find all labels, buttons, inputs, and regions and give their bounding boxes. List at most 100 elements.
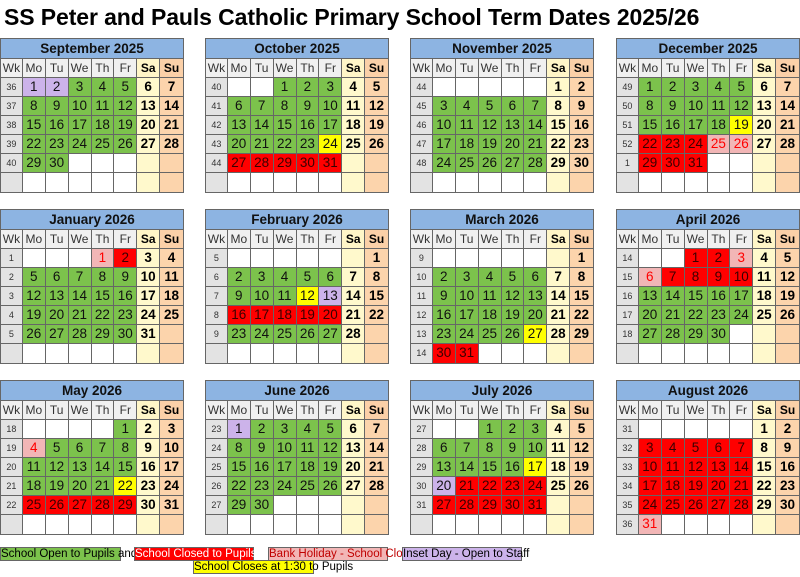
day-cell [137, 515, 161, 534]
week-number: 44 [206, 154, 228, 172]
day-cell: 26 [730, 135, 754, 153]
day-cell: 14 [91, 458, 115, 476]
day-cell: 1 [273, 78, 297, 96]
week-row: 48 24 25 26 27 28 29 30 [411, 154, 593, 173]
week-row: 31 1 2 [617, 420, 799, 439]
day-cell: 19 [45, 477, 69, 495]
week-row: 28 6 7 8 9 10 11 12 [411, 439, 593, 458]
week-number [1, 515, 23, 534]
day-cell [730, 154, 754, 172]
day-cell [662, 173, 685, 192]
day-cell: 16 [296, 116, 320, 134]
day-cell: 14 [68, 287, 92, 305]
week-number: 51 [617, 116, 639, 134]
day-cell [502, 515, 525, 534]
legend-bank-holiday: Bank Holiday - School Closed [268, 547, 422, 561]
day-cell: 17 [730, 287, 754, 305]
day-cell: 20 [707, 477, 731, 495]
day-cell: 12 [22, 287, 46, 305]
week-number: 31 [411, 496, 433, 514]
week-number: 32 [617, 439, 639, 457]
week-number-header: Wk [1, 59, 23, 77]
day-cell: 1 [22, 78, 46, 96]
day-cell: 22 [570, 306, 593, 324]
week-number: 49 [617, 78, 639, 96]
month-block: August 2026 Wk Mo Tu We Th Fr Sa Su 31 1 2 32 3 4 5 6 7 8 9… [616, 380, 800, 535]
week-number [206, 344, 228, 363]
day-cell: 2 [227, 268, 251, 286]
day-cell [433, 249, 456, 267]
day-cell [274, 515, 297, 534]
day-cell: 11 [753, 268, 777, 286]
day-cell: 3 [730, 249, 754, 267]
week-number: 45 [411, 97, 433, 115]
day-cell: 1 [478, 420, 502, 438]
weekday-header: Th [707, 59, 731, 77]
week-row: 1 29 30 31 [617, 154, 799, 173]
day-cell: 25 [478, 325, 502, 343]
weekday-header-row: Wk Mo Tu We Th Fr Sa Su [206, 230, 388, 249]
month-block: May 2026 Wk Mo Tu We Th Fr Sa Su 18 1 2 3 19 4 5 6 7 8 9 10 2… [0, 380, 184, 535]
day-cell [524, 249, 548, 267]
day-cell: 6 [137, 78, 161, 96]
day-cell: 7 [342, 268, 366, 286]
day-cell: 4 [160, 249, 183, 267]
week-row: 4 19 20 21 22 23 24 25 [1, 306, 183, 325]
day-cell: 27 [45, 325, 69, 343]
weekday-header: Tu [45, 230, 69, 248]
week-row: 49 1 2 3 4 5 6 7 [617, 78, 799, 97]
day-cell: 21 [524, 135, 548, 153]
day-cell: 2 [776, 420, 799, 438]
weekday-header: Fr [319, 59, 343, 77]
day-cell: 16 [227, 306, 251, 324]
day-cell [228, 515, 251, 534]
day-cell: 8 [273, 97, 297, 115]
day-cell: 28 [455, 496, 479, 514]
day-cell [662, 344, 685, 363]
day-cell: 18 [296, 458, 320, 476]
day-cell: 16 [250, 458, 274, 476]
week-number: 21 [1, 477, 23, 495]
day-cell: 23 [776, 477, 799, 495]
day-cell: 24 [250, 325, 274, 343]
weekday-header: Fr [319, 401, 343, 419]
day-cell [92, 420, 115, 438]
day-cell: 6 [707, 439, 731, 457]
weekday-header: Th [296, 59, 320, 77]
day-cell: 26 [501, 325, 525, 343]
weekday-header: Th [501, 230, 525, 248]
day-cell: 29 [638, 154, 662, 172]
day-cell: 21 [91, 477, 115, 495]
day-cell [160, 515, 183, 534]
week-number: 7 [206, 287, 228, 305]
legend-half-day: School Closes at 1:30 to Pupils [193, 560, 354, 574]
week-row: 34 17 18 19 20 21 22 23 [617, 477, 799, 496]
day-cell: 22 [273, 135, 297, 153]
weekday-header: Tu [455, 230, 479, 248]
day-cell: 23 [432, 325, 456, 343]
week-number: 14 [617, 249, 639, 267]
weekday-header: Fr [319, 230, 343, 248]
day-cell [433, 173, 456, 192]
weekday-header: Fr [114, 230, 138, 248]
week-row [617, 173, 799, 192]
weekday-header-row: Wk Mo Tu We Th Fr Sa Su [617, 401, 799, 420]
weekday-header-row: Wk Mo Tu We Th Fr Sa Su [206, 401, 388, 420]
day-cell: 25 [455, 154, 479, 172]
day-cell [524, 344, 548, 363]
day-cell: 9 [137, 439, 161, 457]
week-row: 18 1 2 3 [1, 420, 183, 439]
day-cell [228, 344, 251, 363]
weekday-header: Su [160, 401, 183, 419]
day-cell: 2 [707, 249, 731, 267]
day-cell: 29 [22, 154, 46, 172]
weekday-header: Su [365, 230, 388, 248]
day-cell: 15 [365, 287, 388, 305]
day-cell: 2 [296, 78, 320, 96]
day-cell: 24 [160, 477, 183, 495]
day-cell: 17 [684, 116, 708, 134]
weekday-header: Tu [455, 59, 479, 77]
weekday-header: Su [570, 59, 593, 77]
day-cell [274, 173, 297, 192]
week-number: 31 [617, 420, 639, 438]
